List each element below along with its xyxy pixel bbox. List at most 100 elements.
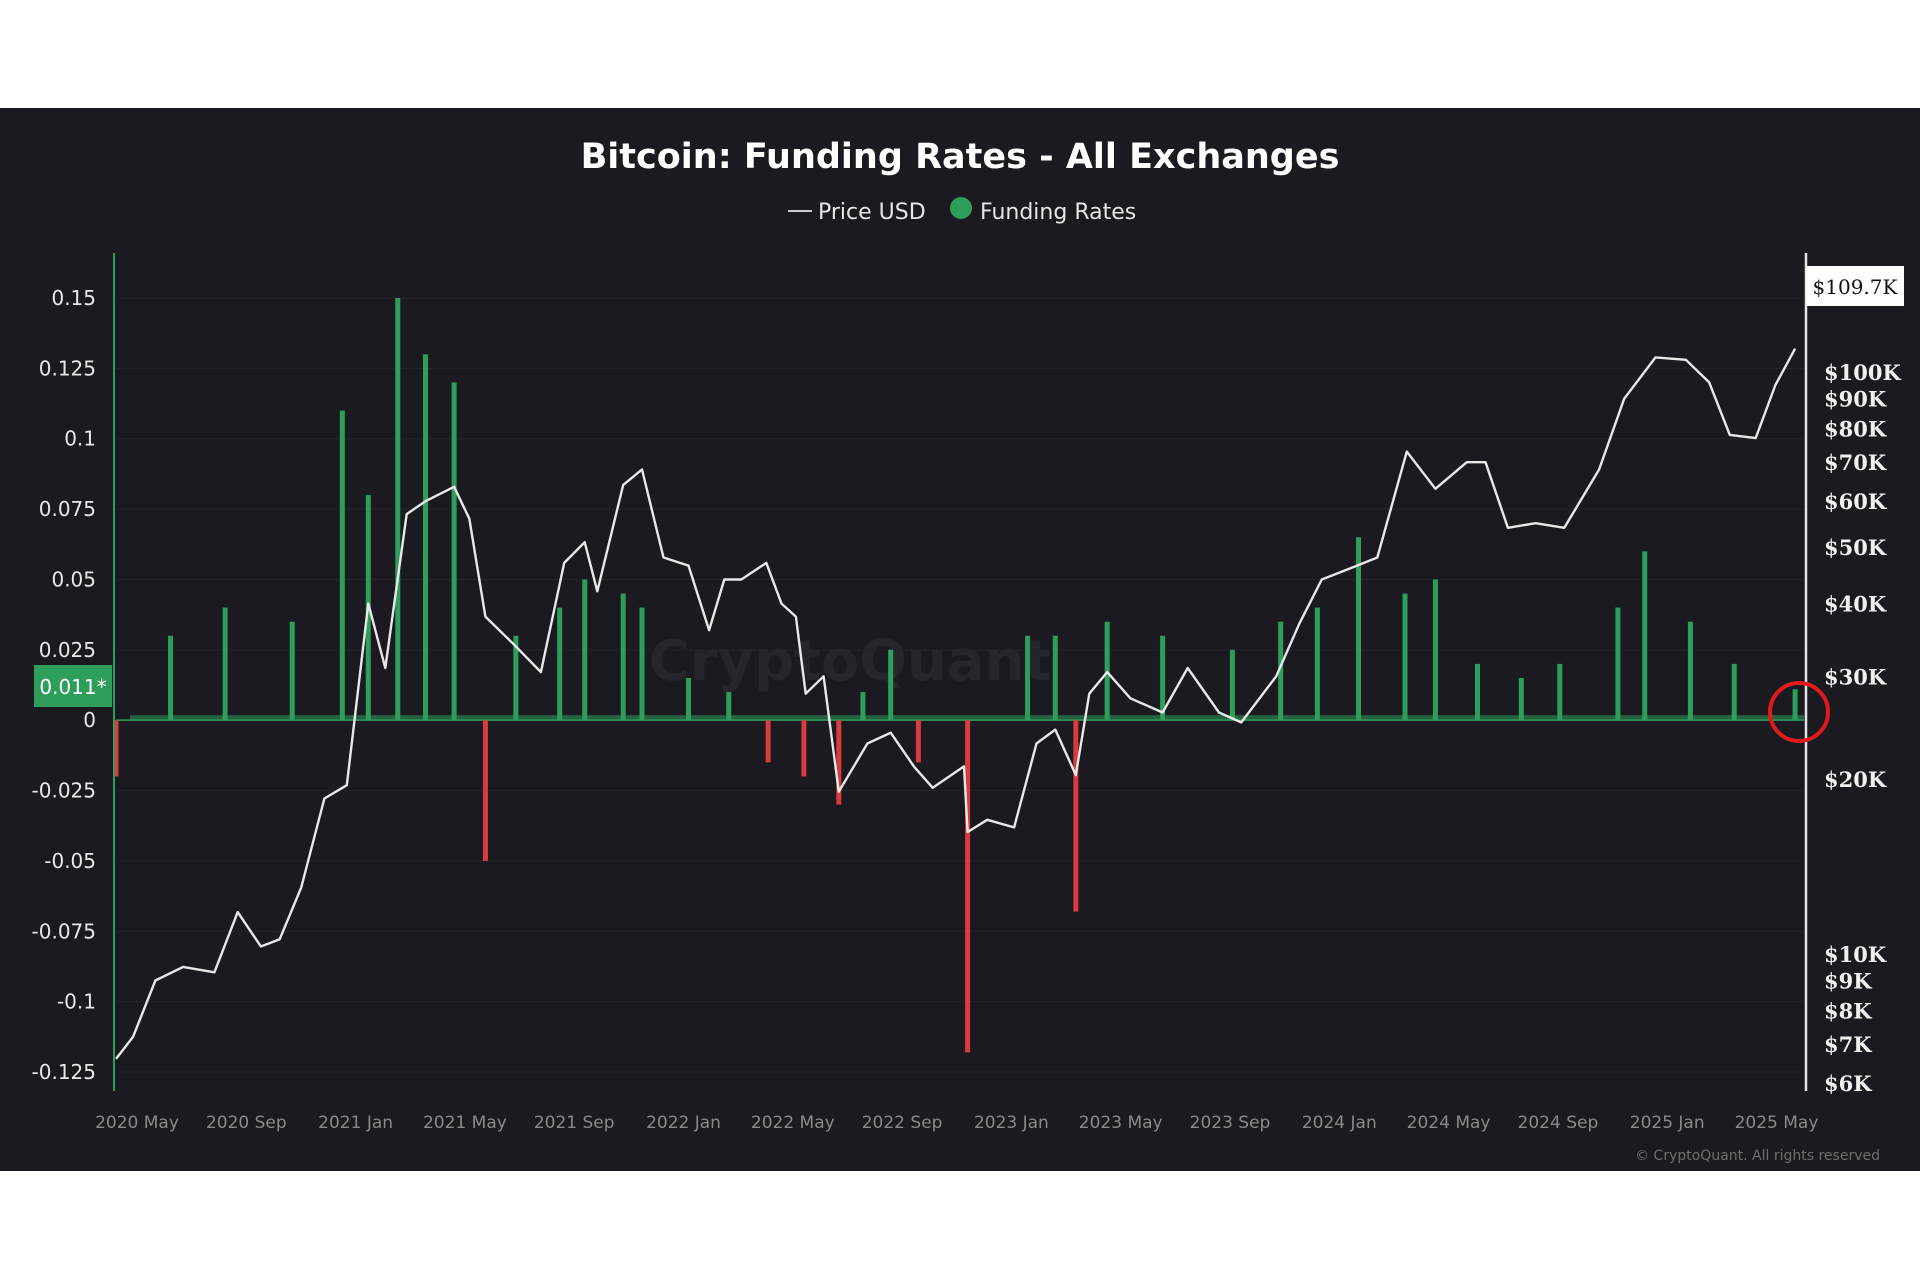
funding-bar xyxy=(726,692,732,721)
funding-bar xyxy=(513,635,519,721)
y-left-tick-label: -0.05 xyxy=(44,849,96,873)
funding-bar xyxy=(1642,551,1648,721)
funding-bar xyxy=(686,677,692,721)
funding-bar xyxy=(765,720,771,763)
x-tick-label: 2023 Jan xyxy=(974,1113,1049,1133)
funding-bar xyxy=(860,692,866,721)
y-right-tick-label: $10K xyxy=(1824,942,1887,967)
y-right-tick-label: $50K xyxy=(1824,535,1887,560)
funding-bar xyxy=(1731,663,1737,721)
funding-bar xyxy=(639,607,645,721)
y-right-tick-label: $100K xyxy=(1824,360,1901,385)
y-left-tick-label: -0.025 xyxy=(32,779,96,803)
x-tick-label: 2020 May xyxy=(95,1113,179,1133)
funding-bar xyxy=(915,720,921,763)
x-tick-label: 2025 May xyxy=(1735,1113,1819,1133)
funding-bar xyxy=(557,607,563,721)
y-right-tick-label: $90K xyxy=(1824,387,1887,412)
funding-bar xyxy=(1052,635,1058,721)
funding-bar xyxy=(168,635,174,721)
y-right-tick-label: $60K xyxy=(1824,489,1887,514)
x-tick-label: 2020 Sep xyxy=(206,1113,287,1133)
x-tick-label: 2024 Jan xyxy=(1302,1113,1377,1133)
funding-bar xyxy=(289,621,295,721)
y-right-tick-label: $8K xyxy=(1824,998,1872,1023)
y-left-tick-label: 0.075 xyxy=(39,497,96,521)
funding-baseline xyxy=(130,715,1804,721)
funding-bar xyxy=(1356,537,1362,721)
funding-bar xyxy=(1402,593,1408,721)
y-left-tick-label: 0.025 xyxy=(39,638,96,662)
legend: Price USD Funding Rates xyxy=(788,197,1136,225)
y-left-tick-label: 0.05 xyxy=(51,567,96,591)
funding-bar xyxy=(1160,635,1166,721)
funding-bar xyxy=(1557,663,1563,721)
funding-bar xyxy=(395,298,401,721)
y-right-tick-label: $6K xyxy=(1824,1071,1872,1096)
funding-bar xyxy=(451,382,457,721)
y-left-tick-label: 0 xyxy=(83,708,96,732)
funding-bar xyxy=(1314,607,1320,721)
funding-bar xyxy=(113,720,119,777)
funding-bar xyxy=(620,593,626,721)
funding-bar xyxy=(1518,677,1524,721)
funding-bar xyxy=(1474,663,1480,721)
y-left-tick-label: -0.125 xyxy=(32,1060,96,1084)
funding-bar xyxy=(1025,635,1031,721)
funding-bar xyxy=(1615,607,1621,721)
y-right-ticks: $100K$90K $80K $70K $60K $50K $40K $30K $20K $10… xyxy=(1824,360,1901,1096)
y-right-tick-label: $20K xyxy=(1824,767,1887,792)
x-tick-label: 2021 Jan xyxy=(318,1113,393,1133)
y-left-tick-label: -0.1 xyxy=(57,990,96,1014)
funding-current-label: 0.011* xyxy=(39,675,106,699)
y-left-ticks: 0.15 0.125 0.1 0.075 0.05 0.025 0 -0.025 -0.05 -0… xyxy=(32,286,96,1084)
funding-bar xyxy=(1229,649,1235,721)
funding-bar xyxy=(1432,579,1438,721)
copyright: © CryptoQuant. All rights reserved xyxy=(1635,1148,1880,1164)
funding-bar xyxy=(1792,689,1798,721)
y-left-tick-label: 0.15 xyxy=(51,286,96,310)
funding-bar xyxy=(222,607,228,721)
price-current-badge: $109.7K xyxy=(1806,266,1904,306)
y-left-tick-label: 0.1 xyxy=(64,427,96,451)
funding-bars xyxy=(113,298,1804,1053)
funding-bar xyxy=(801,720,807,777)
x-tick-label: 2023 Sep xyxy=(1190,1113,1271,1133)
chart-panel: Bitcoin: Funding Rates - All Exchanges P… xyxy=(0,108,1920,1171)
x-tick-label: 2024 May xyxy=(1407,1113,1491,1133)
funding-bar xyxy=(888,649,894,721)
x-tick-label: 2024 Sep xyxy=(1518,1113,1599,1133)
funding-bar xyxy=(1687,621,1693,721)
funding-bar xyxy=(965,720,971,1053)
funding-bar xyxy=(1278,621,1284,721)
funding-bar xyxy=(1073,720,1079,912)
y-right-tick-label: $7K xyxy=(1824,1032,1872,1057)
y-left-tick-label: 0.125 xyxy=(39,356,96,380)
x-tick-label: 2022 May xyxy=(751,1113,835,1133)
funding-bar xyxy=(836,720,842,805)
x-tick-label: 2022 Sep xyxy=(862,1113,943,1133)
funding-bar xyxy=(582,579,588,721)
chart-title: Bitcoin: Funding Rates - All Exchanges xyxy=(581,137,1340,177)
legend-funding-swatch xyxy=(950,197,972,219)
watermark: CryptoQuant xyxy=(649,629,1051,694)
y-right-tick-label: $70K xyxy=(1824,450,1887,475)
x-tick-label: 2022 Jan xyxy=(646,1113,721,1133)
y-left-tick-label: -0.075 xyxy=(32,919,96,943)
x-tick-label: 2021 Sep xyxy=(534,1113,615,1133)
x-tick-label: 2025 Jan xyxy=(1630,1113,1705,1133)
funding-current-badge: 0.011* xyxy=(34,665,112,707)
x-tick-label: 2021 May xyxy=(423,1113,507,1133)
legend-funding-label: Funding Rates xyxy=(980,200,1136,225)
price-current-label: $109.7K xyxy=(1813,275,1899,299)
highlight-circle xyxy=(1768,681,1830,743)
funding-bar xyxy=(482,720,488,861)
y-right-tick-label: $30K xyxy=(1824,664,1887,689)
y-right-tick-label: $40K xyxy=(1824,592,1887,617)
x-tick-label: 2023 May xyxy=(1079,1113,1163,1133)
legend-price-label: Price USD xyxy=(818,200,926,225)
y-right-tick-label: $9K xyxy=(1824,969,1872,994)
price-line xyxy=(115,348,1797,1060)
funding-bar xyxy=(339,410,345,721)
x-ticks: 2020 May 2020 Sep 2021 Jan 2021 May 2021 Sep… xyxy=(95,1113,1818,1133)
